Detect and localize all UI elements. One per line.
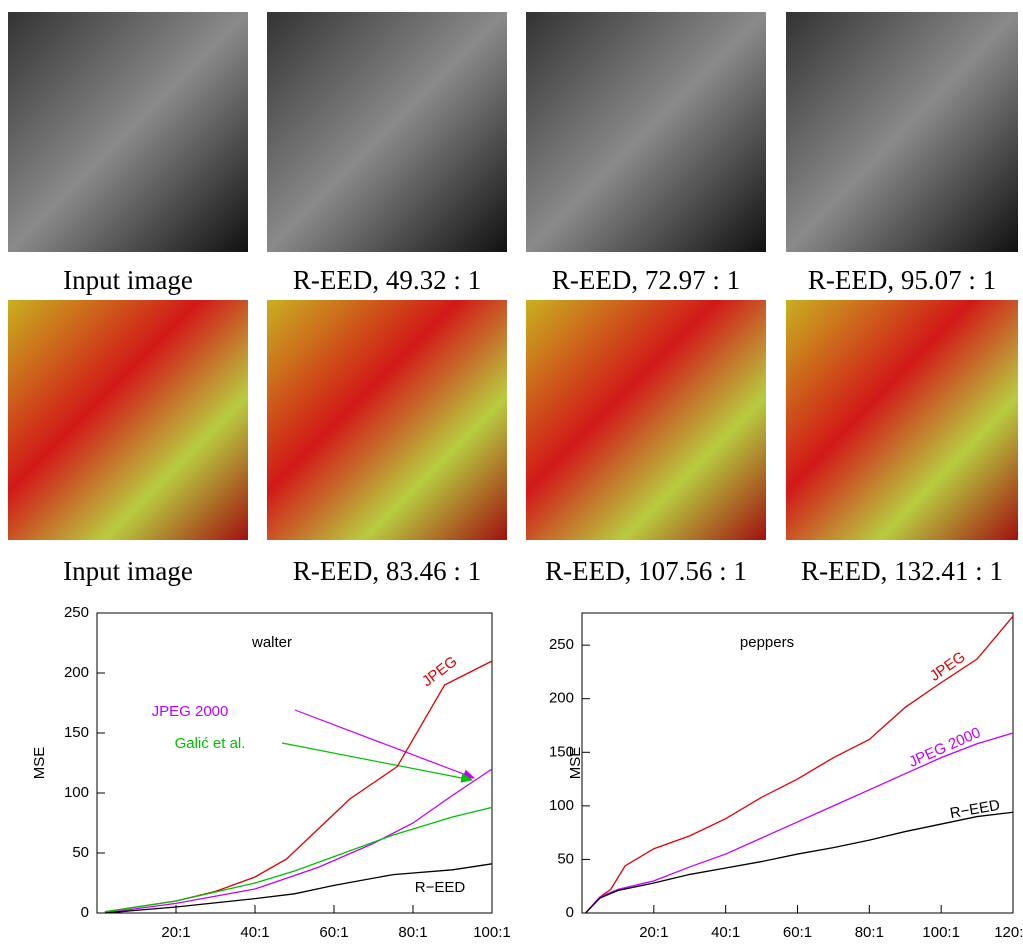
image: [267, 12, 507, 252]
series-line: [104, 806, 493, 913]
y-tick-label: 0: [566, 904, 574, 921]
caption: R-EED, 95.07 : 1: [808, 265, 996, 295]
arrow: [281, 742, 474, 783]
y-tick-label: 50: [557, 850, 574, 867]
x-tick-label: 20:1: [639, 924, 668, 941]
image-grid: [8, 12, 1018, 540]
y-tick-label: 200: [549, 690, 574, 707]
x-tick-label: 40:1: [711, 924, 740, 941]
x-tick-label: 100:1: [473, 924, 511, 941]
x-tick-label: 100:1: [922, 924, 960, 941]
caption: Input image: [63, 556, 193, 586]
caption: R-EED, 83.46 : 1: [293, 556, 481, 586]
image: [267, 300, 507, 540]
plot-frame: [96, 612, 493, 914]
series-line: [585, 732, 1014, 914]
y-tick-label: 150: [64, 724, 89, 741]
image: [526, 300, 766, 540]
x-tick-label: 80:1: [398, 924, 427, 941]
caption: R-EED, 72.97 : 1: [552, 265, 740, 295]
y-tick-label: 150: [549, 743, 574, 760]
image: [786, 300, 1018, 540]
y-tick-label: 100: [549, 797, 574, 814]
caption: R-EED, 49.32 : 1: [293, 265, 481, 295]
series-line: [585, 615, 1014, 914]
series-label: Galić et al.: [175, 735, 246, 752]
arrow: [294, 709, 476, 779]
y-tick-label: 200: [64, 664, 89, 681]
y-axis-label: MSE: [567, 747, 584, 780]
series-line: [104, 863, 493, 914]
image: [526, 12, 766, 252]
series-line: [104, 768, 493, 914]
series-label: JPEG 2000: [152, 703, 229, 720]
x-tick-label: 60:1: [783, 924, 812, 941]
series-line: [585, 811, 1014, 914]
y-tick-label: 50: [72, 844, 89, 861]
x-tick-label: 120:1: [994, 924, 1023, 941]
caption: R-EED, 132.41 : 1: [801, 556, 1003, 586]
caption: R-EED, 107.56 : 1: [545, 556, 747, 586]
series-label: JPEG: [419, 653, 461, 690]
caption: Input image: [63, 265, 193, 295]
series-label: R−EED: [949, 797, 1002, 823]
chart-title: walter: [251, 634, 292, 651]
x-tick-label: 60:1: [319, 924, 348, 941]
series-label: R−EED: [415, 879, 466, 896]
x-tick-label: 40:1: [240, 924, 269, 941]
image: [8, 300, 248, 540]
series-label: JPEG: [927, 648, 969, 684]
series-label: JPEG 2000: [906, 724, 983, 771]
x-tick-label: 20:1: [161, 924, 190, 941]
image: [8, 12, 248, 252]
image: [786, 12, 1018, 252]
y-axis-label: MSE: [31, 747, 48, 780]
y-tick-label: 100: [64, 784, 89, 801]
y-tick-label: 0: [81, 904, 89, 921]
y-tick-label: 250: [549, 636, 574, 653]
chart-title: peppers: [740, 634, 794, 651]
y-tick-label: 250: [64, 604, 89, 621]
x-tick-label: 80:1: [855, 924, 884, 941]
